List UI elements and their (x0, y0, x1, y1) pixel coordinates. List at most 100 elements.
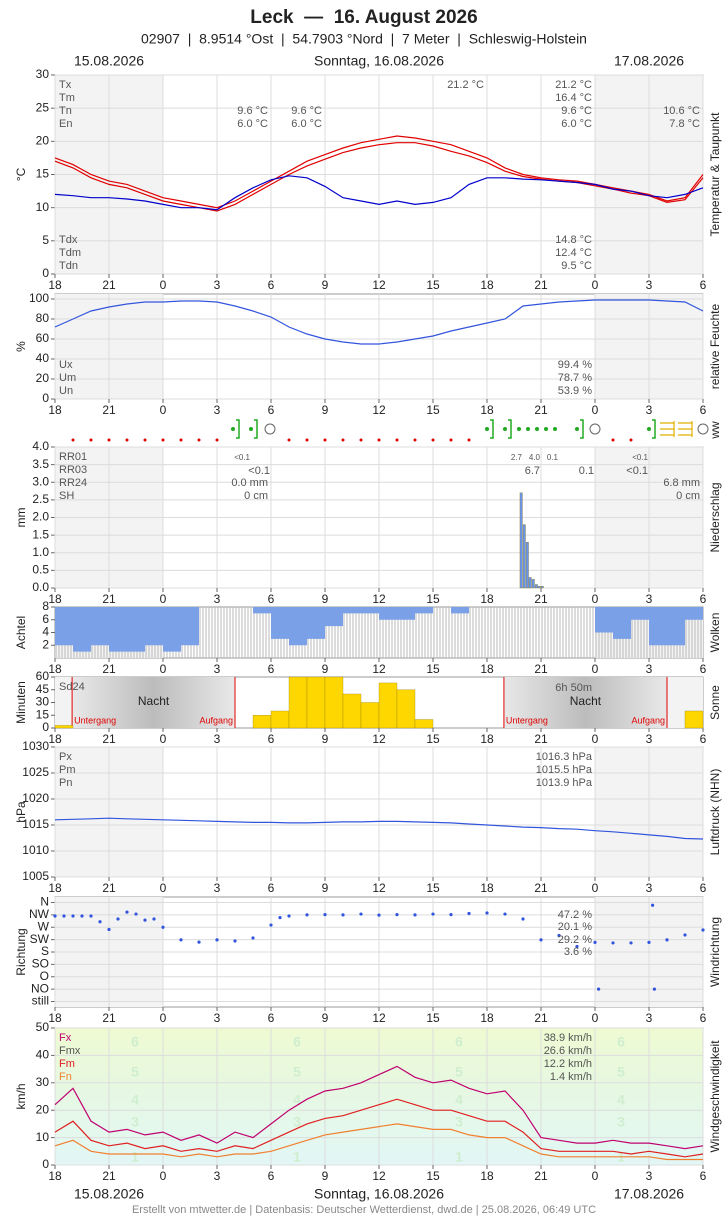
point (359, 912, 363, 916)
x-tick-label: 18 (48, 592, 62, 606)
x-tick-label: 0 (160, 1169, 167, 1183)
stat-label: Fn (59, 1071, 72, 1083)
y-tick-label: 40 (36, 351, 50, 365)
point (485, 911, 489, 915)
ww-dot (377, 438, 381, 442)
x-tick-label: 3 (646, 1011, 653, 1025)
y-tick-label: 3.0 (32, 474, 49, 488)
annotation: 10.6 °C (663, 105, 700, 117)
date-left: 15.08.2026 (74, 1186, 144, 1202)
stat-label: Pm (59, 764, 76, 776)
ww-dot (449, 438, 453, 442)
x-tick-label: 21 (102, 278, 116, 292)
night-band (503, 677, 667, 728)
x-tick-label: 3 (214, 278, 221, 292)
point (557, 933, 561, 938)
point (134, 912, 138, 916)
date-center: Sonntag, 16.08.2026 (314, 1186, 444, 1202)
x-tick-label: 21 (102, 881, 116, 895)
beaufort-label: 3 (617, 1114, 625, 1130)
ww-symbol (526, 427, 530, 431)
bar (270, 710, 290, 729)
bar (271, 607, 289, 639)
x-tick-label: 3 (214, 1169, 221, 1183)
point (341, 913, 345, 917)
x-tick-label: 15 (426, 732, 440, 746)
date-right: 17.08.2026 (614, 1186, 684, 1202)
date-left: 15.08.2026 (74, 53, 144, 69)
y-tick-label: 1010 (22, 843, 49, 857)
x-tick-label: 18 (480, 592, 494, 606)
y-tick-label: 30 (36, 695, 50, 709)
ww-symbol (490, 419, 494, 439)
stat-label: Tm (59, 92, 75, 104)
annotation: 20.1 % (558, 921, 592, 933)
point (683, 933, 687, 937)
bar (181, 607, 199, 646)
y-tick-label: S (41, 944, 49, 958)
x-tick-label: 18 (480, 732, 494, 746)
point (593, 940, 597, 944)
y-tick-label: 30 (36, 67, 50, 81)
y-tick-label: 6 (42, 612, 49, 626)
bar (684, 710, 704, 729)
point (305, 913, 309, 917)
x-tick-label: 21 (534, 278, 548, 292)
annotation: 0 cm (676, 490, 700, 502)
stat-value: 12.4 °C (555, 247, 592, 259)
y-tick-label: 0.5 (32, 563, 49, 577)
y-tick-label: 1.0 (32, 545, 49, 559)
x-tick-label: 6 (268, 1011, 275, 1025)
x-tick-label: 15 (426, 1011, 440, 1025)
annotation: <0.1 (248, 465, 270, 477)
point (116, 917, 120, 921)
x-tick-label: 0 (160, 732, 167, 746)
y-axis-label: hPa (14, 801, 28, 823)
bar (415, 607, 433, 614)
x-tick-label: 12 (372, 592, 386, 606)
x-tick-label: 21 (102, 1169, 116, 1183)
x-tick-label: 9 (322, 592, 329, 606)
y-tick-label: 1015 (22, 817, 49, 831)
x-tick-label: 21 (102, 1011, 116, 1025)
y-axis-label: % (14, 341, 28, 352)
x-tick-label: 6 (700, 1011, 707, 1025)
point (431, 912, 435, 916)
x-tick-label: 18 (48, 1169, 62, 1183)
x-tick-label: 6 (700, 278, 707, 292)
y-tick-label: N (40, 895, 49, 909)
y-axis-label: Richtung (14, 928, 28, 975)
bar (324, 676, 344, 729)
y-tick-label: 2 (42, 637, 49, 651)
annotation: 4.0 (529, 453, 541, 462)
y-tick-label: NO (31, 981, 49, 995)
side-label: Luftdruck (NHN) (708, 769, 722, 856)
x-tick-label: 6 (700, 403, 707, 417)
bar (396, 689, 416, 729)
annotation: <0.1 (234, 453, 250, 462)
x-tick-label: 21 (102, 732, 116, 746)
side-label: Niederschlag (708, 482, 722, 552)
ww-symbol (678, 421, 693, 437)
night-band (72, 677, 235, 728)
x-tick-label: 0 (160, 1011, 167, 1025)
bar (361, 607, 379, 614)
ww-symbol (589, 423, 601, 435)
stat-label: Un (59, 385, 73, 397)
ww-dot (431, 438, 435, 442)
series-line (54, 299, 704, 345)
annotation: 6.8 mm (663, 477, 700, 489)
night-label: Nacht (138, 694, 170, 708)
x-tick-label: 3 (646, 662, 653, 676)
x-tick-label: 3 (646, 732, 653, 746)
point (467, 911, 471, 916)
beaufort-label: 1 (293, 1149, 301, 1165)
stat-value: 38.9 km/h (544, 1032, 592, 1044)
x-tick-label: 21 (534, 1169, 548, 1183)
annotation: 9.6 °C (237, 105, 268, 117)
y-tick-label: O (40, 969, 49, 983)
sunset-label: Untergang (506, 715, 548, 725)
point (233, 939, 237, 943)
ww-symbol (647, 427, 651, 431)
bar (667, 607, 685, 646)
